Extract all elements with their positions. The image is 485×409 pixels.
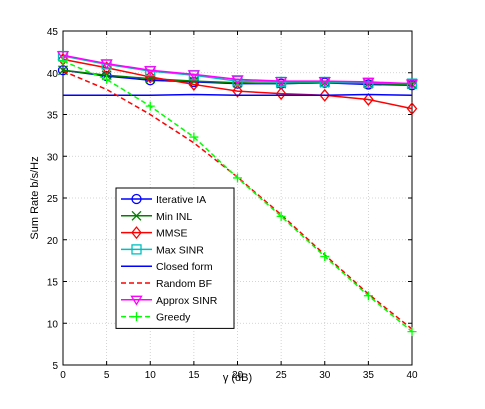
data-point-triangle [144,66,157,76]
legend-box [115,187,235,329]
x-tick-label: 20 [232,370,244,381]
y-tick-label: 15 [47,278,59,289]
legend-label: Max SINR [156,244,204,256]
data-point-triangle [130,295,143,306]
y-tick-label: 10 [47,319,59,330]
series-approx-sinr [56,51,419,90]
data-point-x [58,65,68,76]
y-tick-label: 5 [52,361,58,372]
legend-label: Min INL [156,211,192,223]
y-tick-label: 20 [47,236,59,247]
series-greedy [58,56,417,337]
data-point-diamond [406,102,418,116]
legend-item: Max SINR [121,244,204,256]
y-tick-label: 25 [47,194,59,205]
data-point-diamond [131,226,142,240]
series-line [63,93,413,97]
data-point-triangle [318,76,331,87]
data-point-diamond [275,87,287,101]
x-tick-label: 15 [188,370,200,381]
data-point-plus [276,211,286,221]
legend-label: Random BF [156,278,212,290]
x-tick-label: 30 [319,370,331,381]
series-random-bf [62,70,413,330]
data-point-plus [102,74,112,84]
data-point-triangle [187,70,201,81]
series-mmse [57,52,418,116]
data-point-plus [132,312,141,322]
series-closed-form [63,93,413,97]
y-tick-label: 45 [47,27,59,38]
data-point-x [131,210,142,221]
data-point-triangle [274,76,288,87]
legend-item: Approx SINR [121,295,218,307]
y-axis-label: Sum Rate b/s/Hz [29,156,41,239]
x-tick-label: 5 [104,370,110,381]
data-point-plus [145,101,155,111]
data-point-diamond [101,61,112,75]
series-line [62,54,413,85]
data-point-triangle [56,51,70,61]
series-line [62,58,413,110]
data-point-diamond [363,92,374,106]
data-point-plus [189,132,199,142]
legend-item: Iterative IA [121,193,206,206]
data-point-diamond [232,84,243,98]
data-point-triangle [362,77,375,88]
data-point-triangle [231,75,244,86]
x-tick-label: 10 [145,370,157,381]
x-tick-label: 0 [60,370,66,381]
legend-item: Closed form [121,261,213,273]
data-point-plus [320,251,330,261]
data-point-diamond [319,88,331,102]
legend-item: Greedy [121,312,191,324]
data-point-triangle [100,59,113,70]
data-point-plus [233,173,242,183]
series-group [56,50,419,337]
y-tick-label: 30 [47,152,59,163]
legend-label: Approx SINR [156,295,218,307]
legend-item: Min INL [121,211,192,223]
data-point-plus [363,291,373,301]
legend: Iterative IA Min INL MMSE Max SINR Closed fo… [115,187,235,329]
legend-label: Greedy [156,312,191,324]
data-point-square [232,75,243,87]
x-tick-label: 35 [363,370,375,381]
data-point-x [407,79,417,90]
legend-label: MMSE [156,228,188,240]
series-line [62,55,413,85]
data-point-plus [58,56,68,66]
legend-label: Closed form [156,261,213,273]
legend-item: Random BF [121,278,212,290]
x-tick-label: 40 [406,370,418,381]
x-tick-label: 25 [276,370,288,381]
data-point-circle [131,193,142,205]
data-point-plus [407,327,417,337]
legend-item: MMSE [121,226,188,240]
legend-label: Iterative IA [156,194,206,206]
data-point-triangle [405,79,419,90]
data-point-diamond [188,77,200,91]
series-line [62,70,413,330]
data-point-square [131,244,142,255]
y-tick-label: 35 [47,111,59,122]
x-axis-label: γ (dB) [223,372,252,384]
y-tick-label: 40 [47,69,59,80]
